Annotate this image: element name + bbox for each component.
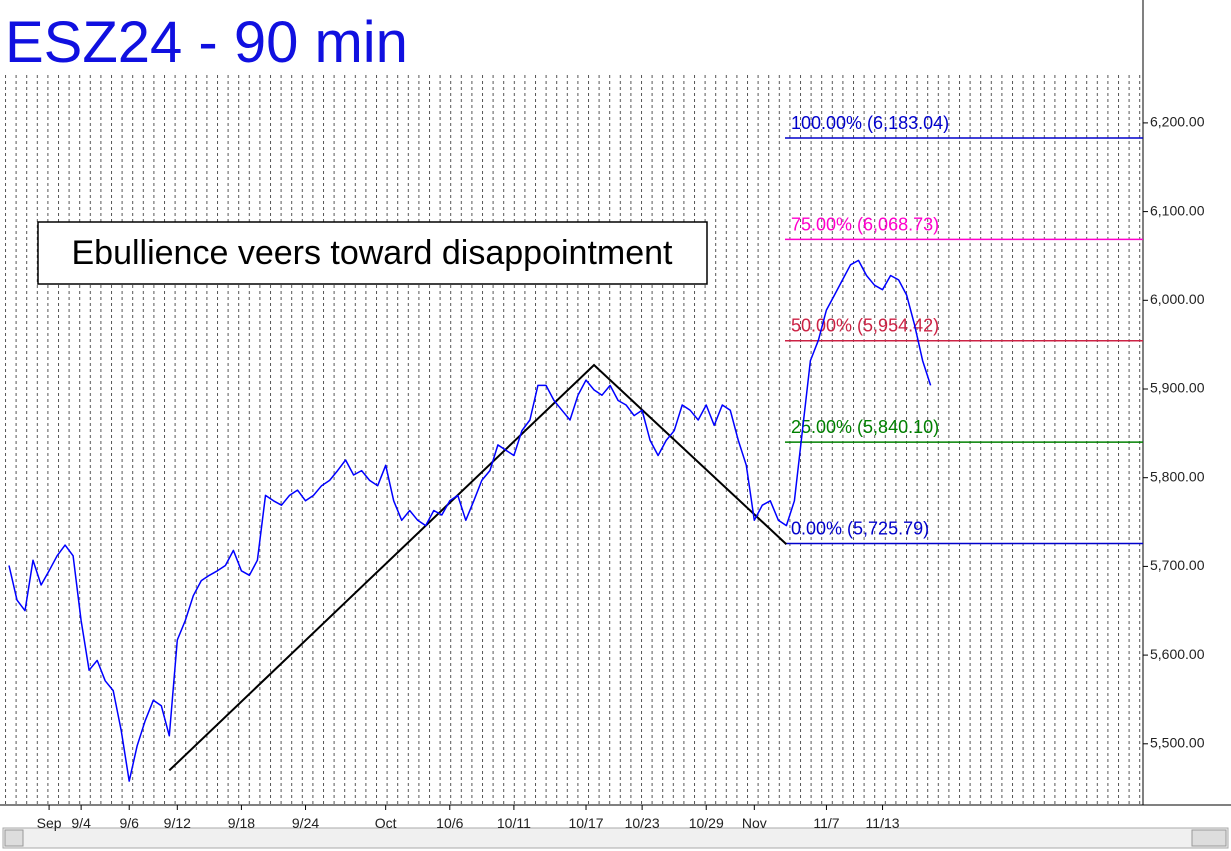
level-label: 100.00% (6,183.04): [791, 113, 949, 133]
x-tick-label: Nov: [742, 815, 767, 831]
y-tick-label: 5,600.00: [1150, 646, 1205, 662]
y-tick-label: 6,000.00: [1150, 291, 1205, 307]
chart-title: ESZ24 - 90 min: [5, 10, 408, 75]
level-label: 0.00% (5,725.79): [791, 519, 929, 539]
y-tick-label: 5,800.00: [1150, 468, 1205, 484]
plot: 5,500.00 5,600.00 5,700.00 5,800.00 5,900.00…: [8, 113, 1205, 831]
x-tick-label: 10/17: [568, 815, 603, 831]
y-tick-label: 5,500.00: [1150, 735, 1205, 751]
x-tick-label: 9/4: [71, 815, 91, 831]
scroll-left[interactable]: [4, 829, 24, 847]
level-label: 25.00% (5,840.10): [791, 417, 939, 437]
y-tick-label: 5,700.00: [1150, 557, 1205, 573]
x-tick-label: 9/24: [292, 815, 319, 831]
scrollbar[interactable]: [2, 827, 1229, 849]
x-tick-label: 10/6: [436, 815, 463, 831]
y-tick-label: 6,200.00: [1150, 114, 1205, 130]
level-label: 50.00% (5,954.42): [791, 316, 939, 336]
annotation: Ebullience veers toward disappointment: [71, 234, 673, 272]
y-tick-label: 5,900.00: [1150, 380, 1205, 396]
x-tick-label: 9/18: [228, 815, 255, 831]
x-tick-label: Oct: [375, 815, 397, 831]
x-tick-label: 10/23: [625, 815, 660, 831]
x-tick-label: 11/7: [813, 815, 839, 831]
x-tick-label: 11/13: [866, 815, 900, 831]
x-tick-label: 10/29: [689, 815, 724, 831]
x-tick-label: Sep: [37, 815, 62, 831]
x-tick-label: 10/11: [497, 815, 531, 831]
x-tick-label: 9/12: [164, 815, 191, 831]
y-tick-label: 6,100.00: [1150, 202, 1205, 218]
price-line: [8, 259, 932, 782]
time-grid: [5, 75, 1143, 805]
scroll-thumb[interactable]: [1191, 829, 1227, 847]
x-tick-label: 9/6: [119, 815, 139, 831]
annotation-box: [37, 221, 708, 285]
level-label: 75.00% (6,068.73): [791, 214, 939, 234]
trend-line: [168, 363, 788, 772]
